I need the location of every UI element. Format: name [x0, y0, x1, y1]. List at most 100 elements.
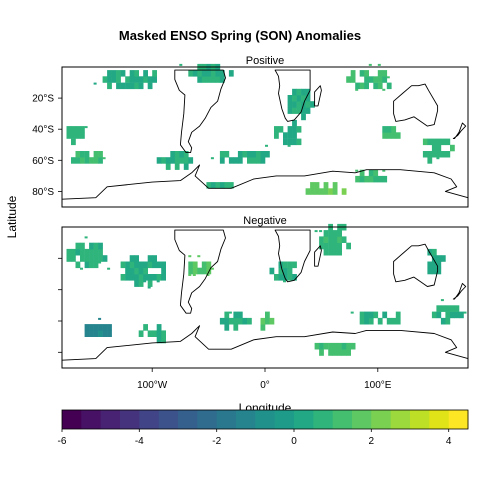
heatmap-cell [382, 175, 388, 183]
heatmap-cell [233, 311, 239, 319]
heatmap-cell [192, 274, 196, 276]
heatmap-cell [224, 324, 230, 331]
heatmap-cell [292, 88, 297, 96]
heatmap-cell [346, 242, 351, 250]
heatmap-cell [156, 280, 160, 283]
heatmap-cell [66, 248, 72, 256]
coastline-africa [274, 229, 311, 283]
heatmap-cell [152, 255, 157, 262]
heatmap-cell [391, 317, 397, 325]
heatmap-cell [332, 248, 338, 256]
heatmap-cell [278, 126, 284, 133]
heatmap-cell [296, 88, 302, 96]
heatmap-cell [197, 70, 203, 77]
heatmap-cell [147, 330, 153, 337]
heatmap-cell [382, 76, 388, 83]
heatmap-cell [287, 138, 293, 146]
heatmap-cell [436, 267, 442, 275]
colorbar-swatch [100, 410, 121, 429]
heatmap-cell [450, 305, 455, 312]
heatmap-cell [323, 342, 329, 350]
heatmap-cell [440, 151, 446, 158]
heatmap-cell [84, 157, 90, 164]
heatmap-cell [98, 324, 103, 331]
colorbar-tick-label: -4 [135, 436, 144, 447]
heatmap-cell [301, 88, 306, 96]
heatmap-cell [283, 280, 286, 283]
heatmap-cell [210, 76, 216, 83]
heatmap-cell [301, 107, 306, 114]
heatmap-cell [75, 151, 81, 158]
heatmap-cell [206, 261, 212, 269]
heatmap-cell [156, 274, 162, 281]
heatmap-cell [287, 126, 293, 133]
heatmap-cell [287, 101, 293, 108]
heatmap-cell [156, 330, 162, 337]
heatmap-cell [84, 236, 88, 239]
heatmap-cell [359, 311, 365, 319]
heatmap-cell [84, 151, 90, 158]
heatmap-cell [66, 132, 72, 139]
x-tick-label: 100°E [364, 380, 392, 391]
heatmap-cell [292, 274, 297, 281]
heatmap-cell [391, 132, 397, 139]
negative-heatmap [66, 223, 467, 356]
heatmap-cell [98, 248, 103, 256]
heatmap-cell [274, 274, 279, 281]
heatmap-cell [463, 311, 467, 314]
heatmap-cell [138, 267, 144, 275]
heatmap-cell [382, 126, 388, 133]
panel-negative-strip [62, 213, 468, 227]
heatmap-cell [260, 157, 266, 164]
heatmap-cell [134, 261, 139, 269]
heatmap-cell [373, 175, 379, 183]
heatmap-cell [436, 151, 442, 158]
heatmap-cell [120, 261, 126, 269]
panel-positive-frame [61, 66, 469, 208]
heatmap-cell [377, 76, 383, 83]
heatmap-cell [233, 324, 239, 331]
heatmap-cell [431, 255, 437, 262]
heatmap-cell [161, 330, 166, 337]
heatmap-cell [201, 70, 207, 77]
heatmap-cell [75, 157, 81, 164]
heatmap-cell [93, 157, 99, 164]
heatmap-cell [125, 76, 130, 83]
heatmap-cell [283, 274, 288, 281]
heatmap-cell [161, 267, 166, 275]
heatmap-cell [188, 70, 194, 77]
coastline-australia [393, 243, 439, 287]
heatmap-cell [147, 82, 153, 90]
heatmap-cell [228, 70, 234, 77]
heatmap-cell [219, 317, 225, 325]
heatmap-cell [323, 236, 329, 243]
chart-title: Masked ENSO Spring (SON) Anomalies [119, 28, 361, 43]
heatmap-cell [84, 330, 90, 337]
coastline-madagascar [314, 85, 322, 107]
heatmap-cell [337, 236, 342, 243]
heatmap-cell [134, 70, 139, 77]
y-tick-label: 60°S [32, 156, 54, 167]
heatmap-cell [350, 311, 354, 314]
heatmap-cell [107, 76, 112, 83]
y-axis-ticks: 20°S 40°S 60°S 80°S [32, 94, 62, 198]
heatmap-cell [260, 324, 266, 331]
heatmap-cell [161, 157, 166, 164]
heatmap-cell [296, 95, 302, 102]
x-axis-ticks: 100°W 0° 100°E [137, 368, 392, 391]
heatmap-cell [197, 76, 203, 83]
heatmap-cell [368, 63, 372, 66]
colorbar-tick-label: 4 [446, 436, 452, 447]
heatmap-cell [422, 151, 428, 158]
heatmap-cell [134, 255, 139, 262]
heatmap-cell [93, 242, 99, 250]
heatmap-cell [219, 70, 225, 77]
heatmap-cell [436, 138, 442, 146]
heatmap-cell [201, 76, 207, 83]
heatmap-cell [75, 242, 81, 250]
heatmap-cell [156, 336, 162, 344]
heatmap-cell [377, 82, 383, 90]
heatmap-cell [224, 151, 230, 158]
heatmap-cell [427, 138, 433, 146]
heatmap-cell [301, 95, 306, 102]
